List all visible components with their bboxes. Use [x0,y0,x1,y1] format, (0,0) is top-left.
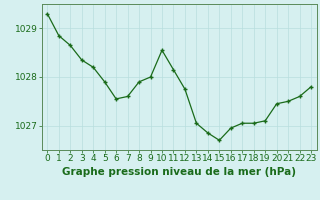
X-axis label: Graphe pression niveau de la mer (hPa): Graphe pression niveau de la mer (hPa) [62,167,296,177]
